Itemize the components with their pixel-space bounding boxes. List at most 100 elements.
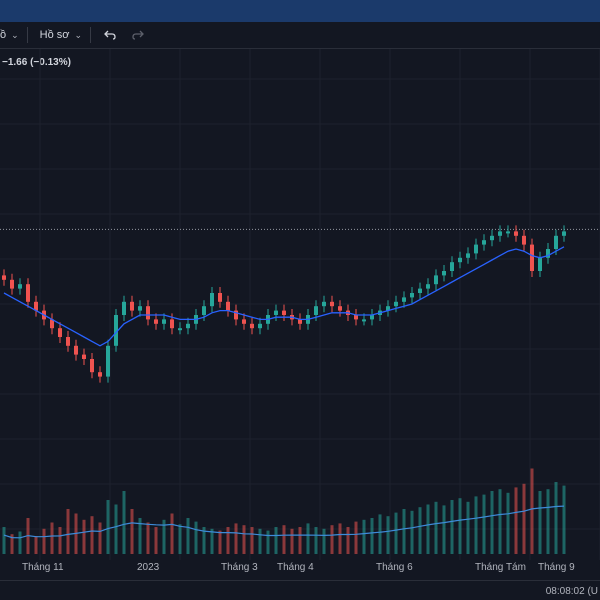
volume-bar (482, 494, 486, 554)
volume-bar (490, 491, 494, 554)
price-chart[interactable] (0, 49, 600, 560)
volume-bar (442, 505, 446, 554)
browser-top-bar (0, 0, 600, 22)
volume-bar (290, 528, 294, 554)
volume-bar (202, 527, 206, 554)
candle-body (170, 319, 174, 329)
candle-body (554, 235, 558, 249)
candle-body (218, 293, 222, 302)
price-change-legend: −1.66 (−0.13%) (2, 57, 71, 68)
x-axis-label: Tháng 11 (22, 562, 64, 573)
candle-body (482, 240, 486, 245)
candle-body (370, 315, 374, 320)
candle-body (314, 306, 318, 315)
candle-body (18, 284, 22, 289)
chevron-down-icon: ⌄ (11, 29, 19, 40)
volume-bar (506, 492, 510, 554)
volume-bar (370, 518, 374, 554)
candle-body (146, 306, 150, 320)
chevron-down-icon: ⌄ (74, 29, 83, 40)
volume-bar (130, 509, 134, 554)
volume-bar (298, 527, 302, 554)
volume-bar (218, 530, 222, 554)
candle-body (402, 297, 406, 302)
candle-body (58, 328, 62, 337)
volume-bar (258, 528, 262, 554)
candle-body (114, 315, 118, 346)
volume-bar (138, 518, 142, 554)
volume-bar (322, 528, 326, 554)
candle-body (26, 284, 30, 302)
candle-body (274, 310, 278, 315)
candle-body (490, 235, 494, 241)
candle-body (450, 262, 454, 271)
toolbar-cut-dropdown[interactable]: ồ ⌄ (0, 22, 19, 48)
candle-body (538, 257, 542, 271)
volume-bar (362, 519, 366, 554)
candle-body (186, 323, 190, 329)
candle-body (210, 293, 214, 307)
toolbar-cut-label: ồ (0, 29, 7, 41)
candle-body (154, 319, 158, 324)
x-axis-label: Tháng 6 (376, 562, 413, 573)
candle-body (410, 293, 414, 298)
volume-bar (434, 501, 438, 554)
volume-bar (82, 519, 86, 554)
candle-body (74, 345, 78, 355)
volume-bar (378, 514, 382, 554)
candle-body (34, 301, 38, 311)
volume-bar (18, 531, 22, 554)
candle-body (330, 301, 334, 307)
volume-bar (98, 522, 102, 554)
volume-bar (90, 516, 94, 554)
profile-dropdown[interactable]: Hồ sơ ⌄ (40, 22, 82, 48)
candle-body (514, 231, 518, 236)
candle-body (138, 306, 142, 311)
volume-bar (354, 521, 358, 554)
candle-body (546, 249, 550, 258)
candle-body (2, 275, 6, 280)
candle-body (10, 279, 14, 289)
volume-bar (170, 513, 174, 554)
volume-bar (42, 528, 46, 554)
volume-bar (306, 523, 310, 554)
candle-body (98, 372, 102, 377)
volume-bar (122, 491, 126, 554)
volume-bar (242, 525, 246, 554)
candle-body (226, 301, 230, 311)
candle-body (258, 323, 262, 329)
volume-bar (474, 496, 478, 554)
undo-button[interactable] (103, 22, 117, 48)
volume-bar (274, 527, 278, 554)
candle-body (162, 319, 166, 324)
volume-bar (546, 489, 550, 554)
volume-bar (458, 498, 462, 554)
volume-bar (146, 522, 150, 554)
candle-body (434, 275, 438, 285)
x-axis-label: 2023 (137, 562, 160, 573)
candle-body (322, 301, 326, 307)
volume-bar (338, 523, 342, 554)
profile-label: Hồ sơ (39, 29, 70, 41)
volume-bar (562, 485, 566, 554)
candle-body (130, 301, 134, 311)
volume-bar (186, 518, 190, 554)
candle-body (386, 306, 390, 311)
candle-body (466, 253, 470, 258)
candle-body (90, 359, 94, 373)
redo-button[interactable] (131, 22, 145, 48)
volume-bar (554, 482, 558, 554)
candle-body (282, 310, 286, 315)
candle-body (178, 328, 182, 331)
candle-body (362, 319, 366, 322)
candle-body (354, 315, 358, 320)
volume-bar (58, 527, 62, 554)
chart-toolbar: ồ ⌄ Hồ sơ ⌄ (0, 22, 600, 49)
volume-bar (194, 521, 198, 554)
volume-bar (330, 525, 334, 554)
candle-body (418, 288, 422, 293)
candle-body (122, 301, 126, 315)
volume-bar (530, 468, 534, 554)
volume-bar (10, 534, 14, 554)
volume-bar (394, 512, 398, 554)
